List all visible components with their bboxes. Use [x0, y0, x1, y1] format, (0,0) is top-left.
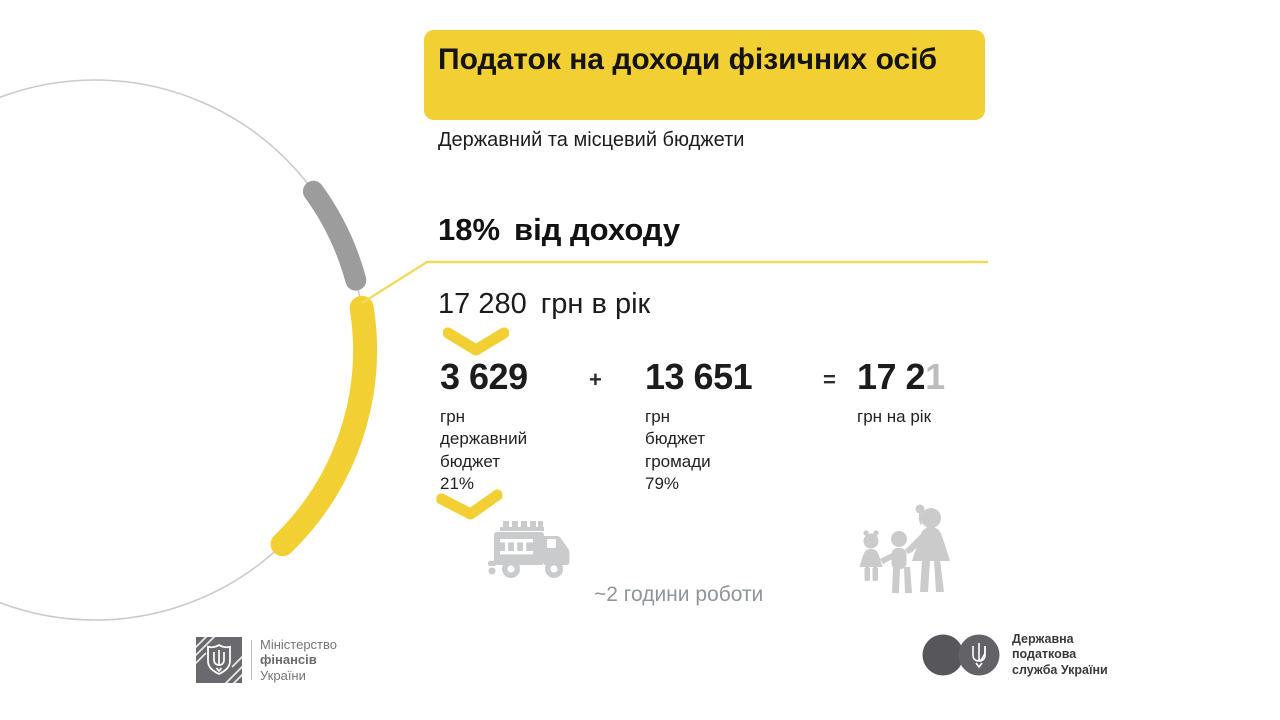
community-budget-column: 13 651 грн бюджет громади 79%	[645, 356, 753, 496]
community-budget-labels: грн бюджет громади 79%	[645, 406, 752, 496]
label-line: грн на рік	[857, 407, 932, 426]
tax-rate-label: від доходу	[514, 212, 681, 247]
tax-service-emblem-icon	[922, 634, 1000, 676]
total-value-grey-digit: 1	[925, 356, 945, 397]
label-line: 79%	[645, 474, 680, 494]
chevron-down-icon	[443, 327, 509, 356]
label-line: державний	[440, 429, 528, 449]
page-title: Податок на доходи фізичних осіб	[438, 43, 938, 76]
fire-truck-icon	[488, 521, 570, 578]
chevron-down-icon	[436, 489, 503, 520]
minfin-logo-block: Міністерство фінансів України	[196, 637, 337, 683]
state-budget-column: 3 629 грн державний бюджет 21%	[440, 356, 528, 496]
total-label: грн на рік	[857, 406, 945, 428]
annual-amount-label: грн в рік	[540, 288, 651, 320]
label-line: бюджет	[645, 429, 706, 449]
plus-sign: +	[589, 367, 602, 392]
label-line: бюджет	[440, 451, 501, 471]
logo-divider	[251, 640, 252, 680]
annual-amount-value: 17 280	[438, 288, 527, 320]
state-budget-labels: грн державний бюджет 21%	[440, 406, 528, 496]
minfin-line: фінансів	[260, 652, 317, 668]
label-line: 21%	[440, 474, 475, 494]
total-value: 17 21	[857, 356, 945, 398]
title-banner: Податок на доходи фізичних осіб	[424, 30, 985, 120]
minfin-text: Міністерство фінансів України	[260, 637, 337, 683]
work-hours-caption: ~2 години роботи	[594, 583, 764, 606]
tax-service-text: Державна податкова служба України	[1012, 632, 1108, 678]
tax-service-line: Державна	[1012, 632, 1074, 646]
yellow-arc-segment	[270, 295, 378, 557]
page-subtitle: Державний та місцевий бюджети	[438, 129, 745, 151]
state-budget-value: 3 629	[440, 356, 528, 397]
tax-service-line: податкова	[1012, 647, 1077, 662]
total-column: 17 21 грн на рік	[857, 356, 945, 428]
total-value-black: 17 2	[857, 356, 926, 397]
grey-arc-segment	[302, 180, 367, 291]
yellow-connector-line	[361, 260, 988, 305]
minfin-emblem-icon	[196, 637, 242, 683]
family-icon	[859, 504, 950, 593]
community-budget-value: 13 651	[645, 356, 753, 397]
minfin-line: України	[260, 667, 306, 683]
label-line: грн	[645, 407, 671, 426]
outline-circle	[0, 79, 366, 621]
tax-rate-line: 18% від доходу	[438, 212, 680, 248]
label-line: громади	[645, 451, 711, 471]
tax-service-logo-block: Державна податкова служба України	[922, 632, 1108, 678]
label-line: грн	[440, 407, 466, 426]
annual-amount-line: 17 280 грн в рік	[438, 288, 650, 321]
tax-rate-value: 18%	[438, 212, 501, 247]
tax-service-line: служба України	[1012, 662, 1108, 677]
equals-sign: =	[823, 367, 836, 392]
minfin-line: Міністерство	[260, 637, 337, 652]
